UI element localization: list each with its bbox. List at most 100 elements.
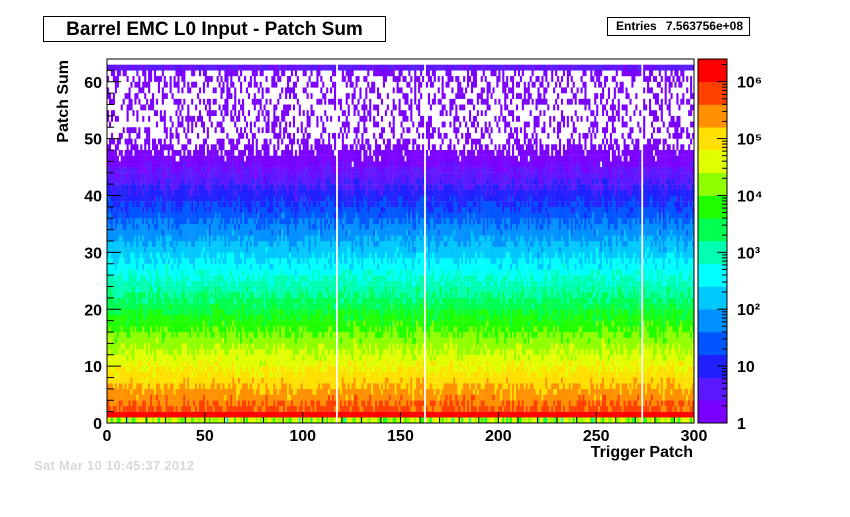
heatmap-cell [202,87,205,94]
heatmap-cell [191,297,194,304]
heatmap-cell [230,320,233,327]
heatmap-cell [271,189,274,196]
heatmap-cell [214,218,217,225]
heatmap-cell [210,366,213,372]
heatmap-cell [234,206,237,213]
heatmap-cell [153,383,157,390]
heatmap-cell [271,184,274,190]
heatmap-cell [175,383,178,390]
heatmap-cell [114,417,117,424]
heatmap-cell [208,64,211,71]
heatmap-cell [216,252,219,259]
heatmap-cell [212,252,215,259]
heatmap-cell [195,184,198,190]
heatmap-cell [277,377,280,384]
heatmap-cell [220,252,223,259]
heatmap-cell [185,161,188,168]
heatmap-cell [124,138,127,145]
heatmap-cell [157,258,160,264]
heatmap-cell [271,388,274,395]
heatmap-cell [173,320,176,327]
heatmap-cell [124,241,127,247]
heatmap-cell [155,189,159,196]
heatmap-cell [247,366,250,372]
heatmap-cell [255,150,258,156]
heatmap-cell [271,349,274,355]
heatmap-cell [224,269,227,276]
heatmap-cell [191,377,194,384]
heatmap-cell [269,212,272,219]
heatmap-cell [226,383,229,390]
heatmap-cell [107,292,110,299]
heatmap-cell [255,417,258,424]
heatmap-cell [214,189,217,196]
heatmap-cell [269,206,272,213]
heatmap-cell [144,269,147,276]
heatmap-cell [126,229,129,236]
heatmap-cell [226,110,229,117]
heatmap-cell [212,223,215,230]
heatmap-cell [177,201,180,208]
heatmap-cell [273,417,276,424]
heatmap-cell [245,218,249,225]
heatmap-cell [187,87,190,94]
heatmap-cell [171,411,174,418]
heatmap-cell [191,218,194,225]
heatmap-cell [146,297,149,304]
heatmap-cell [267,150,270,156]
heatmap-cell [281,349,284,355]
heatmap-cell [152,167,155,173]
heatmap-cell [232,263,235,270]
heatmap-cell [269,309,272,316]
heatmap-cell [175,269,178,276]
heatmap-cell [204,195,207,202]
heatmap-cell [132,218,135,225]
heatmap-cell [150,366,153,372]
heatmap-cell [128,195,131,202]
heatmap-cell [108,354,112,361]
heatmap-cell [142,235,145,242]
heatmap-cell [232,269,235,276]
heatmap-cell [171,206,174,213]
heatmap-cell [161,400,164,407]
heatmap-cell [281,337,284,344]
heatmap-cell [210,110,213,117]
heatmap-cell [165,309,168,316]
heatmap-cell [228,87,231,94]
heatmap-cell [126,161,129,168]
heatmap-cell [118,212,121,219]
heatmap-cell [220,292,223,299]
heatmap-cell [245,337,249,344]
heatmap-cell [283,360,286,367]
heatmap-cell [122,417,125,424]
heatmap-cell [208,263,211,270]
heatmap-cell [189,115,192,122]
heatmap-cell [269,354,272,361]
heatmap-cell [224,64,227,71]
heatmap-cell [116,269,119,276]
heatmap-cell [152,189,155,196]
heatmap-cell [191,223,194,230]
heatmap-cell [208,292,211,299]
heatmap-cell [234,349,237,355]
heatmap-cell [202,360,205,367]
heatmap-cell [169,343,172,350]
heatmap-cell [181,309,184,316]
heatmap-cell [285,314,288,321]
heatmap-cell [240,132,243,139]
heatmap-cell [247,320,250,327]
heatmap-cell [240,212,243,219]
heatmap-cell [285,155,288,162]
heatmap-cell [128,138,131,145]
heatmap-cell [187,235,190,242]
heatmap-cell [249,343,252,350]
heatmap-cell [238,303,241,310]
heatmap-cell [128,332,131,338]
heatmap-cell [175,252,178,259]
heatmap-cell [257,98,260,105]
heatmap-cell [146,263,149,270]
heatmap-cell [257,371,260,378]
heatmap-cell [159,292,162,299]
heatmap-cell [179,150,182,156]
heatmap-cell [128,87,131,94]
